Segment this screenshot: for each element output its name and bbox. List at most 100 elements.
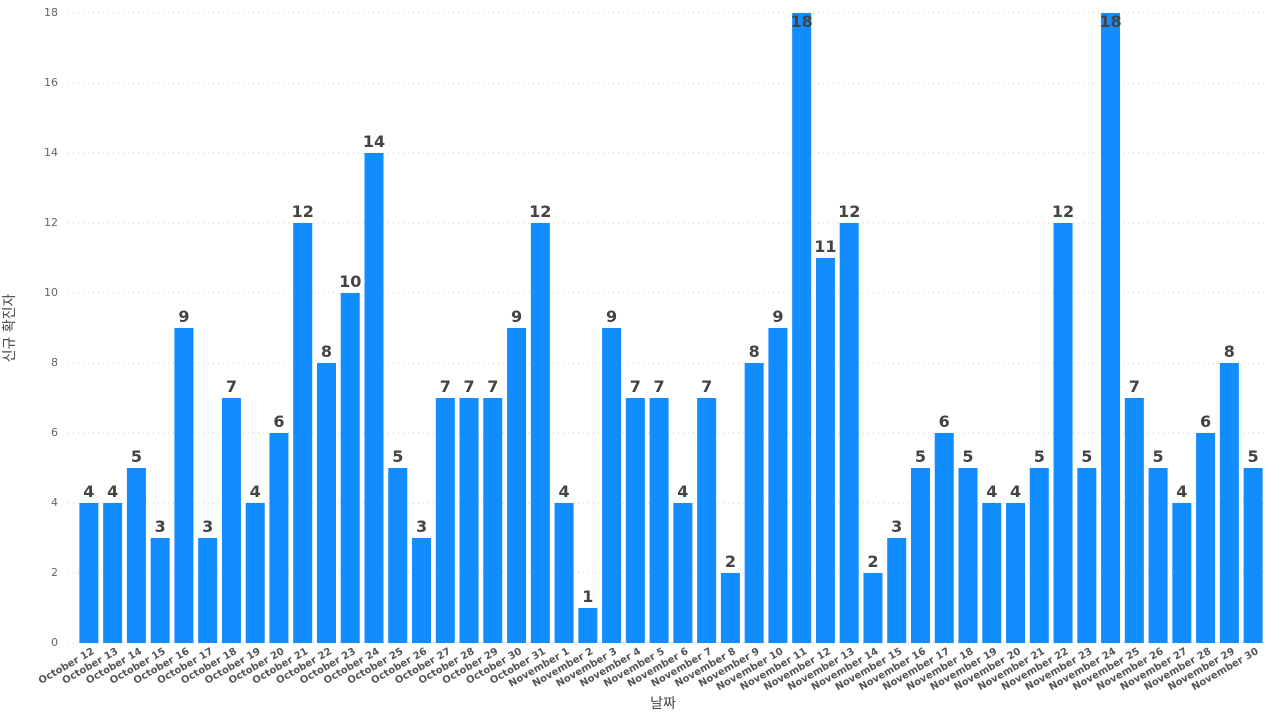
bar — [364, 153, 384, 643]
value-label: 3 — [202, 517, 213, 536]
y-tick-label: 0 — [51, 636, 58, 649]
bar — [245, 503, 265, 643]
bar — [720, 573, 740, 643]
bar — [815, 258, 835, 643]
value-label: 4 — [250, 482, 261, 501]
bar — [1029, 468, 1049, 643]
bar — [126, 468, 146, 643]
value-label: 11 — [814, 237, 836, 256]
bar — [839, 223, 859, 643]
value-label: 3 — [416, 517, 427, 536]
bar — [198, 538, 218, 643]
bar — [554, 503, 574, 643]
value-label: 9 — [178, 307, 189, 326]
bar — [792, 13, 812, 643]
value-label: 12 — [1052, 202, 1074, 221]
value-label: 9 — [606, 307, 617, 326]
value-label: 4 — [559, 482, 570, 501]
value-label: 7 — [487, 377, 498, 396]
value-label: 7 — [226, 377, 237, 396]
bar — [174, 328, 194, 643]
value-label: 9 — [511, 307, 522, 326]
y-tick-label: 8 — [51, 356, 58, 369]
value-label: 4 — [107, 482, 118, 501]
bar — [673, 503, 693, 643]
bar — [578, 608, 598, 643]
value-label: 9 — [772, 307, 783, 326]
bar — [435, 398, 455, 643]
value-label: 12 — [838, 202, 860, 221]
bar — [221, 398, 241, 643]
bar — [625, 398, 645, 643]
bar — [1148, 468, 1168, 643]
bar — [150, 538, 170, 643]
value-label: 7 — [1129, 377, 1140, 396]
bar — [388, 468, 408, 643]
bar — [103, 503, 123, 643]
value-label: 7 — [654, 377, 665, 396]
bar — [412, 538, 432, 643]
y-tick-label: 10 — [44, 286, 58, 299]
value-label: 5 — [1248, 447, 1259, 466]
bar — [316, 363, 336, 643]
bar — [744, 363, 764, 643]
y-tick-label: 4 — [51, 496, 58, 509]
y-tick-label: 16 — [44, 76, 58, 89]
bar — [910, 468, 930, 643]
value-label: 7 — [630, 377, 641, 396]
value-label: 6 — [273, 412, 284, 431]
value-label: 7 — [463, 377, 474, 396]
value-label: 18 — [1099, 12, 1121, 31]
value-label: 7 — [440, 377, 451, 396]
value-label: 12 — [529, 202, 551, 221]
bar — [958, 468, 978, 643]
value-label: 10 — [339, 272, 361, 291]
bar — [1101, 13, 1121, 643]
value-label: 14 — [363, 132, 385, 151]
bar — [697, 398, 717, 643]
y-tick-label: 14 — [44, 146, 58, 159]
value-label: 5 — [962, 447, 973, 466]
bar — [1243, 468, 1263, 643]
value-label: 2 — [867, 552, 878, 571]
bar — [1006, 503, 1026, 643]
value-label: 8 — [749, 342, 760, 361]
value-label: 4 — [677, 482, 688, 501]
bar — [1219, 363, 1239, 643]
bar — [1077, 468, 1097, 643]
bar — [507, 328, 527, 643]
y-tick-label: 12 — [44, 216, 58, 229]
bar — [340, 293, 360, 643]
bar — [459, 398, 479, 643]
value-label: 5 — [131, 447, 142, 466]
bar — [768, 328, 788, 643]
bar — [1053, 223, 1073, 643]
y-tick-label: 2 — [51, 566, 58, 579]
value-label: 18 — [791, 12, 813, 31]
value-label: 6 — [939, 412, 950, 431]
value-label: 2 — [725, 552, 736, 571]
bar — [530, 223, 550, 643]
y-axis-label: 신규 확진자 — [2, 293, 18, 362]
bar — [934, 433, 954, 643]
bar — [1196, 433, 1216, 643]
bar — [982, 503, 1002, 643]
x-axis-label: 날짜 — [650, 696, 676, 712]
value-label: 1 — [582, 587, 593, 606]
value-label: 4 — [83, 482, 94, 501]
value-label: 5 — [392, 447, 403, 466]
value-label: 5 — [1034, 447, 1045, 466]
value-label: 8 — [1224, 342, 1235, 361]
value-label: 8 — [321, 342, 332, 361]
y-tick-label: 6 — [51, 426, 58, 439]
value-label: 5 — [915, 447, 926, 466]
value-label: 3 — [891, 517, 902, 536]
value-label: 4 — [1010, 482, 1021, 501]
bar — [269, 433, 289, 643]
value-label: 4 — [1176, 482, 1187, 501]
value-label: 5 — [1153, 447, 1164, 466]
value-label: 7 — [701, 377, 712, 396]
bar — [293, 223, 313, 643]
